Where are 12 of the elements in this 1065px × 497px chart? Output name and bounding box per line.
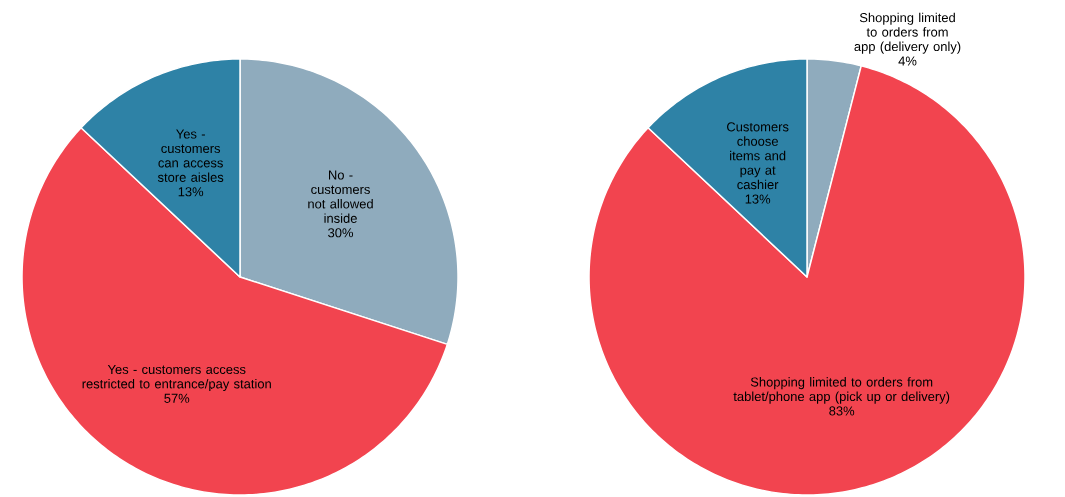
slice-label: Shopping limited to orders from app (delivery only) [854, 12, 961, 54]
data-label: 30% [328, 228, 354, 238]
slice-label: Shopping limited to orders from tablet/phone app (pick up or delivery) [733, 377, 950, 404]
data-label: 57% [164, 393, 190, 403]
slice-label: Customers choose items and pay at cashier [727, 122, 789, 190]
data-label: 13% [745, 194, 771, 204]
data-label: 4% [898, 56, 917, 66]
slice-label: No - customers not allowed inside [308, 170, 373, 223]
slice-label: Yes - customers access restricted to entrance/pay station [82, 364, 271, 392]
slice-label: Yes - customers can access store aisles [157, 129, 224, 182]
data-label: 13% [178, 187, 204, 197]
data-label: 83% [829, 406, 855, 416]
